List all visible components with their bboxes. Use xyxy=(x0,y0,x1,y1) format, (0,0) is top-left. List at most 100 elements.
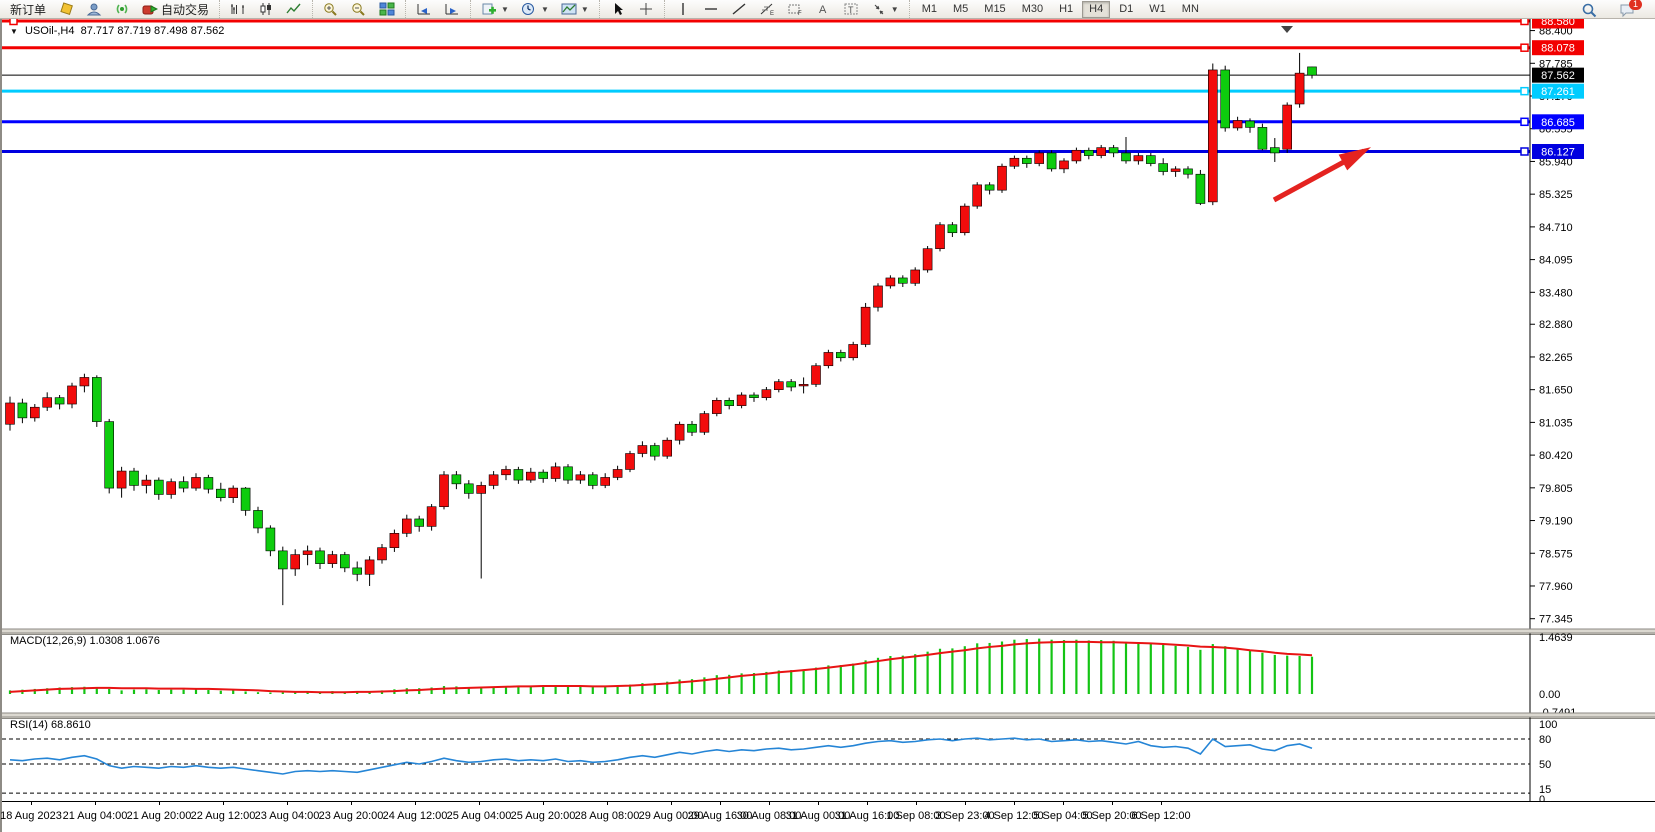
time-axis-label: 3 Sep 23:00 xyxy=(935,810,995,822)
candle xyxy=(947,224,958,234)
timeframe-button-w1[interactable]: W1 xyxy=(1149,2,1166,15)
time-axis-label: 25 Aug 20:00 xyxy=(510,810,576,822)
candle xyxy=(1270,147,1280,154)
auto-scroll-icon[interactable] xyxy=(438,0,466,18)
candle xyxy=(1245,120,1255,128)
timeframe-button-h4[interactable]: H4 xyxy=(1082,0,1111,18)
bar-chart-icon[interactable] xyxy=(224,0,252,18)
arrows-icon[interactable]: ▼ xyxy=(865,0,905,18)
svg-text:T: T xyxy=(848,5,854,15)
candle xyxy=(972,184,983,207)
trade-group: 新订单 自动交易 xyxy=(0,0,219,18)
hline-87.261[interactable] xyxy=(2,86,1530,96)
cursor-icon[interactable] xyxy=(604,0,632,18)
chart-shift-icon[interactable] xyxy=(410,0,438,18)
candle xyxy=(1108,147,1119,154)
hline-86.685[interactable] xyxy=(2,117,1530,127)
timeframe-button-m5[interactable]: M5 xyxy=(953,2,969,15)
time-axis[interactable]: 18 Aug 2023 21 Aug 04:00 21 Aug 20:00 22 Au… xyxy=(0,801,1655,832)
tile-windows-icon[interactable] xyxy=(373,0,401,18)
timeframe-button-m15[interactable]: M15 xyxy=(984,2,1006,15)
fibonacci-icon[interactable]: E xyxy=(753,0,781,18)
chart-canvas[interactable]: 88.40087.78587.17086.55585.94085.32584.7… xyxy=(2,19,1655,801)
timeframe-button-h1[interactable]: H1 xyxy=(1059,2,1074,15)
timeframe-button-mn[interactable]: MN xyxy=(1181,2,1199,15)
candle xyxy=(1046,152,1057,170)
vertical-line-icon[interactable] xyxy=(669,0,697,18)
candle xyxy=(649,445,660,457)
line-endpoint-marker[interactable] xyxy=(1520,43,1529,52)
periods-icon[interactable]: ▼ xyxy=(515,0,555,18)
timeframe-button-m30[interactable]: M30 xyxy=(1021,2,1044,15)
price-tick-label: 80.420 xyxy=(1539,450,1573,462)
autotrade-label: 自动交易 xyxy=(161,2,210,17)
zoom-out-icon[interactable] xyxy=(345,0,373,18)
line-endpoint-marker[interactable] xyxy=(9,19,18,26)
hline-86.127[interactable] xyxy=(2,147,1530,156)
new-order-icon[interactable] xyxy=(52,0,80,18)
profile-icon[interactable] xyxy=(80,0,108,18)
autotrade-button[interactable]: 自动交易 xyxy=(136,0,215,18)
notifications-chat-icon[interactable]: 1 xyxy=(1613,0,1642,18)
toolbar-right: 1 xyxy=(1575,0,1655,18)
price-tick-label: 85.325 xyxy=(1539,189,1573,201)
one-click-trading-toggle-icon[interactable]: ▼ xyxy=(10,27,18,36)
line-endpoint-marker[interactable] xyxy=(1520,19,1529,26)
add-indicator-icon[interactable]: ▼ xyxy=(475,0,515,18)
line-endpoint-marker[interactable] xyxy=(1520,117,1529,127)
time-tick xyxy=(720,802,721,805)
trendline-icon[interactable] xyxy=(725,0,753,18)
new-order-button[interactable]: 新订单 xyxy=(4,0,52,18)
templates-icon[interactable]: ▼ xyxy=(555,0,595,18)
candle xyxy=(612,469,623,478)
hline-88.078[interactable] xyxy=(2,43,1530,52)
line-endpoint-marker[interactable] xyxy=(1520,86,1529,96)
candle xyxy=(463,483,474,494)
dropdown-caret: ▼ xyxy=(501,4,509,14)
rsi-line xyxy=(9,737,1313,775)
trend-arrow-annotation[interactable] xyxy=(1272,147,1372,203)
hline-88.580[interactable] xyxy=(2,19,1530,26)
text-label-icon[interactable]: T xyxy=(837,0,865,18)
time-tick xyxy=(671,802,672,805)
candle xyxy=(1009,157,1020,167)
candle xyxy=(1121,152,1131,162)
candle xyxy=(587,474,598,486)
zoom-in-icon[interactable] xyxy=(317,0,345,18)
search-icon[interactable] xyxy=(1575,0,1603,18)
candlestick-icon[interactable] xyxy=(252,0,280,18)
chart-type-group xyxy=(219,0,312,18)
price-tick-label: 85.940 xyxy=(1539,156,1573,168)
price-tick-label: 81.650 xyxy=(1539,385,1573,397)
time-tick xyxy=(1063,802,1064,805)
channel-icon[interactable]: F xyxy=(781,0,809,18)
price-tick-label: 84.710 xyxy=(1539,222,1573,234)
price-axis[interactable]: 88.40087.78587.17086.55585.94085.32584.7… xyxy=(1529,19,1576,801)
scroll-group xyxy=(405,0,470,18)
candle xyxy=(1307,66,1317,76)
text-icon[interactable]: A xyxy=(809,0,837,18)
price-badge-87.562: 87.562 xyxy=(1532,67,1584,83)
time-tick xyxy=(1161,802,1162,805)
timeframe-button-m1[interactable]: M1 xyxy=(921,2,937,15)
time-axis-label: 5 Sep 20:00 xyxy=(1082,810,1142,822)
time-axis-label: 31 Aug 00:00 xyxy=(785,810,851,822)
timeframe-button-d1[interactable]: D1 xyxy=(1119,2,1134,15)
line-endpoint-marker[interactable] xyxy=(1520,147,1529,156)
candle xyxy=(488,474,499,486)
chart-shift-marker-icon xyxy=(1281,26,1293,33)
candle xyxy=(265,527,276,552)
price-tick-label: 81.035 xyxy=(1539,417,1573,429)
horizontal-line-icon[interactable] xyxy=(697,0,725,18)
candle xyxy=(414,518,425,527)
time-tick xyxy=(351,802,352,805)
time-axis-label: 5 Sep 04:00 xyxy=(1033,810,1093,822)
signal-icon[interactable] xyxy=(108,0,136,18)
candle xyxy=(166,481,176,495)
time-tick xyxy=(1014,802,1015,805)
price-tick-label: 84.095 xyxy=(1539,255,1573,267)
crosshair-icon[interactable] xyxy=(632,0,660,18)
line-chart-icon[interactable] xyxy=(280,0,308,18)
price-tick-label: 79.805 xyxy=(1539,483,1573,495)
macd-indicator-label: MACD(12,26,9) 1.0308 1.0676 xyxy=(10,635,160,647)
